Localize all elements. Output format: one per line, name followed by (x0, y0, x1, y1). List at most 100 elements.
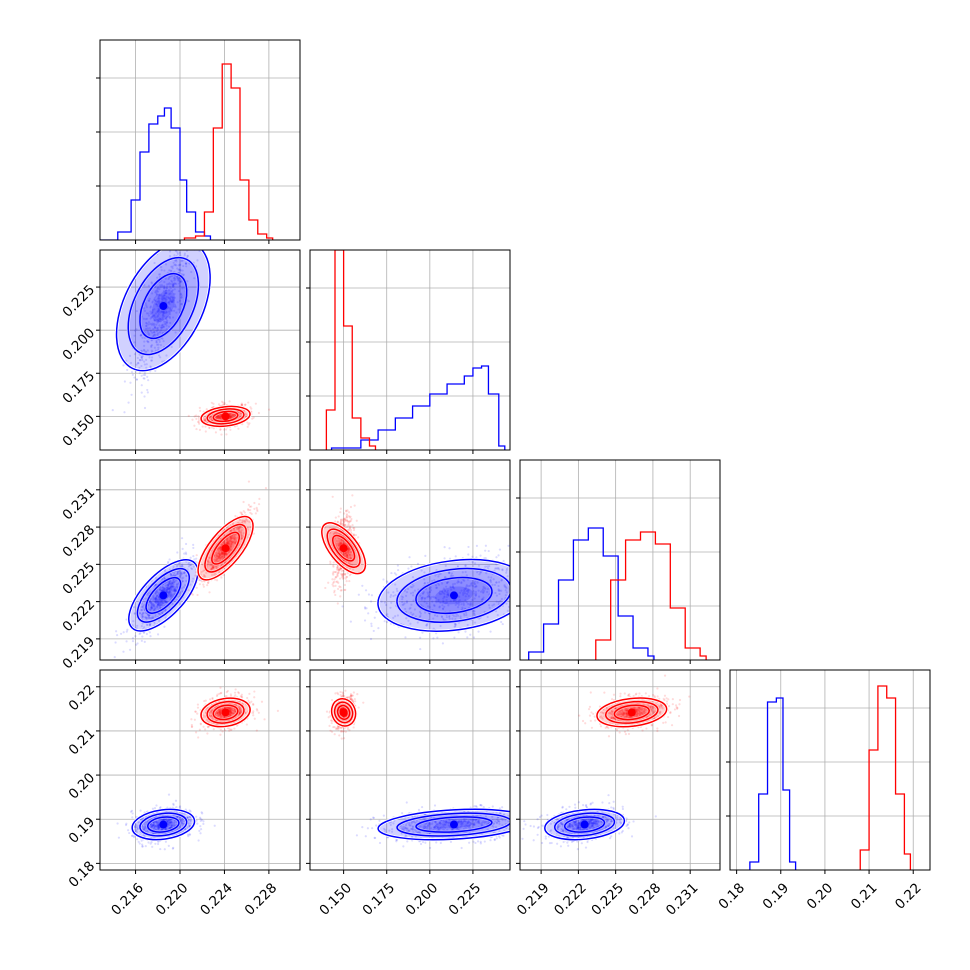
scatter-point (339, 511, 342, 514)
scatter-point (155, 820, 158, 823)
scatter-point (197, 238, 199, 240)
contour-blue (136, 568, 190, 623)
scatter-point (486, 590, 489, 594)
scatter-point (243, 519, 247, 523)
scatter-point (225, 539, 228, 542)
scatter-point (345, 575, 348, 579)
scatter-point (186, 815, 189, 819)
scatter-point (156, 606, 159, 609)
scatter-point (167, 315, 170, 318)
scatter-point (151, 322, 154, 325)
contour-blue (139, 812, 188, 837)
scatter-point (228, 542, 231, 545)
scatter-point (138, 371, 141, 375)
scatter-point (219, 546, 222, 549)
scatter-point (163, 294, 166, 297)
scatter-point (219, 555, 222, 559)
scatter-point (168, 288, 171, 291)
scatter-point (240, 402, 243, 405)
scatter-point (159, 603, 163, 606)
scatter-point (173, 588, 176, 591)
scatter-point (183, 252, 186, 255)
scatter-point (226, 537, 229, 541)
scatter-point (345, 552, 348, 555)
scatter-point (193, 415, 196, 418)
scatter-point (158, 331, 162, 334)
scatter-point (134, 635, 137, 638)
contour-blue (145, 576, 182, 614)
scatter-point (474, 585, 478, 588)
scatter-point (222, 554, 225, 557)
scatter-point (161, 314, 164, 317)
scatter-point (333, 531, 337, 534)
scatter-point (153, 596, 156, 600)
scatter-point (220, 552, 224, 555)
scatter-point (230, 542, 233, 545)
scatter-point (363, 619, 367, 622)
scatter-point (142, 826, 146, 829)
scatter-point (141, 611, 144, 615)
scatter-point (231, 709, 234, 712)
scatter-point (148, 333, 151, 336)
scatter-point (229, 538, 232, 542)
scatter-point (163, 601, 167, 604)
scatter-point (348, 525, 351, 528)
scatter-point (179, 576, 182, 579)
scatter-point (332, 532, 335, 535)
scatter-point (145, 312, 149, 315)
scatter-point (199, 819, 202, 823)
scatter-point (495, 600, 498, 603)
scatter-point (125, 640, 128, 643)
scatter-point (372, 629, 375, 633)
panel-content (100, 40, 300, 240)
scatter-point (242, 509, 245, 513)
scatter-point (341, 523, 345, 526)
scatter-point (169, 573, 173, 576)
scatter-point (227, 540, 230, 544)
scatter-point (230, 539, 233, 543)
scatter-point (208, 556, 211, 559)
scatter-point (153, 331, 156, 334)
scatter-point (150, 601, 153, 604)
scatter-point (172, 309, 176, 312)
scatter-point (165, 285, 169, 288)
scatter-point (152, 324, 155, 327)
scatter-point (159, 311, 162, 314)
scatter-point (153, 597, 157, 601)
scatter-point (447, 580, 450, 584)
scatter-point (141, 336, 144, 339)
scatter-point (149, 600, 152, 603)
scatter-point (141, 358, 144, 362)
scatter-point (338, 585, 341, 588)
scatter-point (225, 553, 228, 556)
scatter-point (336, 574, 339, 577)
scatter-point (335, 542, 338, 546)
scatter-point (215, 416, 218, 419)
scatter-point (122, 650, 125, 653)
scatter-point (512, 608, 514, 610)
scatter-point (232, 537, 236, 540)
scatter-point (239, 412, 242, 415)
scatter-point (167, 592, 171, 595)
scatter-point (153, 322, 156, 325)
scatter-point (149, 609, 152, 612)
scatter-point (165, 586, 169, 589)
scatter-point (174, 331, 177, 334)
scatter-point (201, 812, 204, 815)
scatter-point (228, 413, 232, 416)
scatter-point (206, 564, 209, 567)
scatter-point (324, 586, 327, 590)
scatter-point (465, 574, 468, 577)
scatter-point (171, 847, 174, 850)
scatter-point (501, 568, 504, 571)
scatter-point (494, 567, 497, 570)
scatter-point (349, 505, 353, 509)
scatter-point (216, 416, 219, 419)
scatter-point (418, 615, 422, 618)
scatter-point (464, 587, 467, 590)
scatter-point (197, 421, 200, 424)
scatter-point (165, 316, 169, 319)
scatter-point (219, 414, 222, 417)
scatter-point (364, 589, 368, 592)
scatter-point (341, 605, 344, 608)
